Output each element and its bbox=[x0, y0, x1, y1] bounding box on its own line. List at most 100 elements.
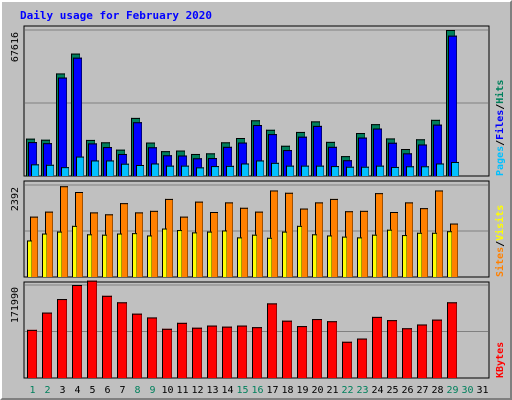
bar-pages bbox=[121, 163, 129, 176]
panel-visits-sites: 2392 Sites/Visits bbox=[10, 180, 506, 278]
y-max-label: 2392 bbox=[10, 187, 21, 211]
bar-visits bbox=[102, 234, 107, 277]
bar-visits bbox=[432, 232, 437, 277]
bar-pages bbox=[211, 166, 219, 176]
bar-kbytes bbox=[57, 299, 67, 378]
legend: KBytes bbox=[495, 342, 506, 378]
bar-pages bbox=[76, 156, 84, 176]
legend: Sites/Visits bbox=[494, 205, 506, 277]
bar-kbytes bbox=[237, 325, 247, 378]
x-tick-label: 30 bbox=[461, 385, 473, 396]
bar-files bbox=[73, 57, 82, 177]
x-tick-label: 28 bbox=[431, 385, 443, 396]
bar-files bbox=[238, 142, 247, 176]
bar-pages bbox=[391, 166, 399, 176]
bar-pages bbox=[46, 164, 54, 176]
x-tick-label: 31 bbox=[476, 385, 488, 396]
bar-kbytes bbox=[432, 319, 442, 378]
bar-kbytes bbox=[87, 280, 97, 378]
legend-separator: / bbox=[495, 241, 506, 247]
x-tick-label: 9 bbox=[149, 385, 155, 396]
x-tick-label: 23 bbox=[356, 385, 368, 396]
bar-kbytes bbox=[372, 316, 382, 378]
legend-separator: / bbox=[495, 104, 506, 110]
bar-pages bbox=[106, 160, 114, 176]
bar-pages bbox=[286, 165, 294, 176]
bar-pages bbox=[166, 165, 174, 176]
bar-files bbox=[403, 153, 412, 176]
x-tick-label: 1 bbox=[29, 385, 35, 396]
x-tick-label: 15 bbox=[236, 385, 248, 396]
bar-visits bbox=[117, 233, 122, 277]
bar-files bbox=[283, 150, 292, 176]
bar-files bbox=[133, 122, 142, 176]
bar-kbytes bbox=[147, 317, 157, 378]
x-tick-label: 14 bbox=[221, 385, 233, 396]
bar-files bbox=[388, 142, 397, 176]
bar-pages bbox=[226, 165, 234, 176]
legend-visits: Visits bbox=[494, 205, 506, 241]
bar-visits bbox=[402, 235, 407, 277]
bar-visits bbox=[177, 230, 182, 277]
bar-kbytes bbox=[132, 313, 142, 378]
legend-sites: Sites bbox=[494, 247, 506, 277]
bar-pages bbox=[151, 163, 159, 176]
bar-files bbox=[43, 143, 52, 176]
x-tick-label: 27 bbox=[416, 385, 428, 396]
bar-pages bbox=[61, 167, 69, 176]
x-tick-labels: 1 2 3 4 5 6 7 8 9 10 11 12 13 14 15 16 17 18 19 20 21 22 23 24 2… bbox=[29, 385, 488, 396]
bar-pages bbox=[91, 160, 99, 176]
bar-kbytes bbox=[267, 303, 277, 378]
x-tick-label: 10 bbox=[161, 385, 173, 396]
x-tick-label: 7 bbox=[119, 385, 125, 396]
bar-files bbox=[358, 137, 367, 176]
bar-visits bbox=[192, 232, 197, 277]
bar-files bbox=[223, 146, 232, 176]
bar-pages bbox=[241, 163, 249, 176]
bar-pages bbox=[451, 161, 459, 176]
bar-visits bbox=[372, 234, 377, 277]
bar-files bbox=[373, 128, 382, 176]
bar-kbytes bbox=[102, 295, 112, 378]
bar-visits bbox=[327, 235, 332, 277]
bar-visits bbox=[267, 237, 272, 277]
x-tick-label: 18 bbox=[281, 385, 293, 396]
bar-visits bbox=[222, 230, 227, 277]
y-max-label: 171990 bbox=[10, 287, 21, 323]
bar-kbytes bbox=[177, 322, 187, 378]
bar-files bbox=[28, 142, 37, 176]
bar-pages bbox=[196, 167, 204, 176]
bar-visits bbox=[357, 237, 362, 277]
bar-files bbox=[148, 147, 157, 176]
bar-pages bbox=[346, 166, 354, 176]
bar-kbytes bbox=[72, 285, 82, 378]
x-tick-label: 20 bbox=[311, 385, 323, 396]
bar-files bbox=[253, 125, 262, 176]
bar-visits bbox=[57, 231, 62, 277]
bar-kbytes bbox=[162, 328, 172, 378]
bar-visits bbox=[282, 231, 287, 277]
x-tick-label: 22 bbox=[341, 385, 353, 396]
bar-kbytes bbox=[447, 302, 457, 378]
x-tick-label: 2 bbox=[44, 385, 50, 396]
bar-pages bbox=[136, 164, 144, 176]
bar-kbytes bbox=[207, 325, 217, 378]
bar-pages bbox=[316, 165, 324, 176]
bar-files bbox=[328, 146, 337, 176]
bar-visits bbox=[27, 240, 32, 277]
legend-separator: / bbox=[495, 140, 506, 146]
bar-files bbox=[193, 158, 202, 176]
x-tick-label: 24 bbox=[371, 385, 383, 396]
x-tick-label: 6 bbox=[104, 385, 110, 396]
bar-files bbox=[448, 35, 457, 176]
bar-kbytes bbox=[312, 319, 322, 378]
legend-files: Files bbox=[494, 110, 506, 140]
bar-visits bbox=[72, 225, 77, 277]
x-tick-label: 25 bbox=[386, 385, 398, 396]
bar-visits bbox=[237, 237, 242, 277]
bar-files bbox=[298, 136, 307, 176]
bar-kbytes bbox=[117, 302, 127, 378]
x-tick-label: 8 bbox=[134, 385, 140, 396]
